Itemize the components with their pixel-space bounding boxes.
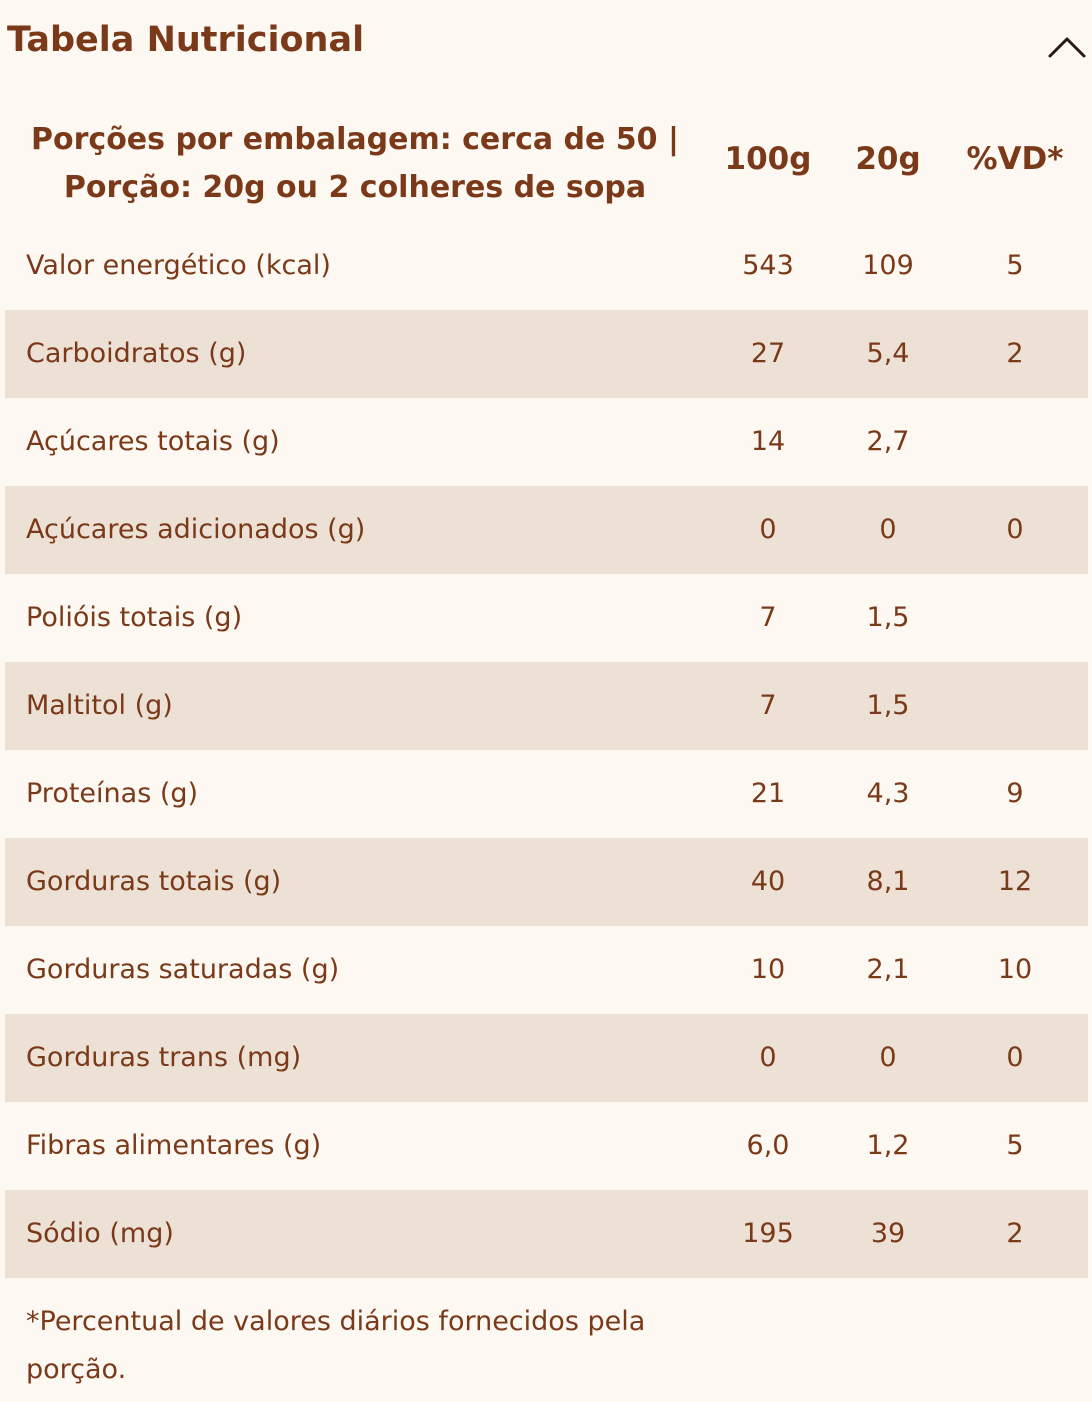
table-row: Proteínas (g) 21 4,3 9 <box>5 750 1088 838</box>
value-vd: 5 <box>1006 1130 1024 1161</box>
value-20g: 0 <box>879 1042 897 1073</box>
portion-info: Porções por embalagem: cerca de 50 | Por… <box>5 116 705 212</box>
collapse-toggle-button[interactable] <box>1044 24 1090 64</box>
value-vd: 2 <box>1006 338 1024 369</box>
value-100g: 21 <box>750 778 786 809</box>
value-vd: 10 <box>997 954 1033 985</box>
value-20g: 0 <box>879 514 897 545</box>
table-row: Carboidratos (g) 27 5,4 2 <box>5 310 1088 398</box>
column-header-20g: 20g <box>855 141 921 177</box>
value-20g: 109 <box>862 250 914 281</box>
table-row: Polióis totais (g) 7 1,5 <box>5 574 1088 662</box>
table-row: Gorduras saturadas (g) 10 2,1 10 <box>5 926 1088 1014</box>
nutrient-name: Sódio (mg) <box>26 1218 174 1249</box>
nutrient-name: Gorduras totais (g) <box>26 866 282 897</box>
chevron-up-icon <box>1048 37 1086 58</box>
nutrient-name: Açúcares adicionados (g) <box>26 514 366 545</box>
column-header-100g: 100g <box>724 141 812 177</box>
value-100g: 6,0 <box>746 1130 790 1161</box>
table-row: Gorduras totais (g) 40 8,1 12 <box>5 838 1088 926</box>
column-header-vd: %VD* <box>966 141 1064 177</box>
table-header: Porções por embalagem: cerca de 50 | Por… <box>5 108 1088 222</box>
portion-line-2: Porção: 20g ou 2 colheres de sopa <box>63 170 647 205</box>
value-vd <box>948 398 1082 486</box>
nutrient-name: Maltitol (g) <box>26 690 173 721</box>
value-vd: 12 <box>997 866 1033 897</box>
value-20g: 8,1 <box>866 866 910 897</box>
value-vd: 0 <box>1006 1042 1024 1073</box>
table-row: Valor energético (kcal) 543 109 5 <box>5 222 1088 310</box>
table-row: Sódio (mg) 195 39 2 <box>5 1190 1088 1278</box>
nutrient-name: Fibras alimentares (g) <box>26 1130 322 1161</box>
value-100g: 14 <box>750 426 786 457</box>
nutrient-name: Gorduras saturadas (g) <box>26 954 340 985</box>
nutrient-name: Valor energético (kcal) <box>26 250 331 281</box>
value-20g: 2,7 <box>866 426 910 457</box>
value-20g: 39 <box>870 1218 906 1249</box>
value-100g: 10 <box>750 954 786 985</box>
table-body: Valor energético (kcal) 543 109 5 Carboidrat… <box>5 222 1088 1278</box>
portion-line-1: Porções por embalagem: cerca de 50 | <box>31 122 679 157</box>
table-row: Gorduras trans (mg) 0 0 0 <box>5 1014 1088 1102</box>
nutrient-name: Açúcares totais (g) <box>26 426 280 457</box>
table-row: Açúcares totais (g) 14 2,7 <box>5 398 1088 486</box>
value-20g: 1,5 <box>866 602 910 633</box>
value-100g: 0 <box>759 514 777 545</box>
value-100g: 40 <box>750 866 786 897</box>
value-100g: 27 <box>750 338 786 369</box>
value-20g: 1,5 <box>866 690 910 721</box>
value-vd <box>948 574 1082 662</box>
value-20g: 5,4 <box>866 338 910 369</box>
value-100g: 543 <box>742 250 794 281</box>
nutrient-name: Gorduras trans (mg) <box>26 1042 302 1073</box>
table-row: Maltitol (g) 7 1,5 <box>5 662 1088 750</box>
value-vd <box>948 662 1082 750</box>
nutrition-header[interactable]: Tabela Nutricional <box>0 0 1092 84</box>
value-20g: 1,2 <box>866 1130 910 1161</box>
value-vd: 0 <box>1006 514 1024 545</box>
value-100g: 7 <box>759 602 777 633</box>
table-row: Açúcares adicionados (g) 0 0 0 <box>5 486 1088 574</box>
value-20g: 4,3 <box>866 778 910 809</box>
value-20g: 2,1 <box>866 954 910 985</box>
value-vd: 2 <box>1006 1218 1024 1249</box>
value-100g: 7 <box>759 690 777 721</box>
nutrient-name: Carboidratos (g) <box>26 338 247 369</box>
section-title: Tabela Nutricional <box>7 20 365 60</box>
nutrition-table: Porções por embalagem: cerca de 50 | Por… <box>5 108 1088 1278</box>
value-vd: 9 <box>1006 778 1024 809</box>
table-row: Fibras alimentares (g) 6,0 1,2 5 <box>5 1102 1088 1190</box>
footnote: *Percentual de valores diários fornecido… <box>26 1306 646 1385</box>
value-100g: 195 <box>742 1218 794 1249</box>
value-vd: 5 <box>1006 250 1024 281</box>
value-100g: 0 <box>759 1042 777 1073</box>
nutrient-name: Polióis totais (g) <box>26 602 243 633</box>
nutrient-name: Proteínas (g) <box>26 778 199 809</box>
